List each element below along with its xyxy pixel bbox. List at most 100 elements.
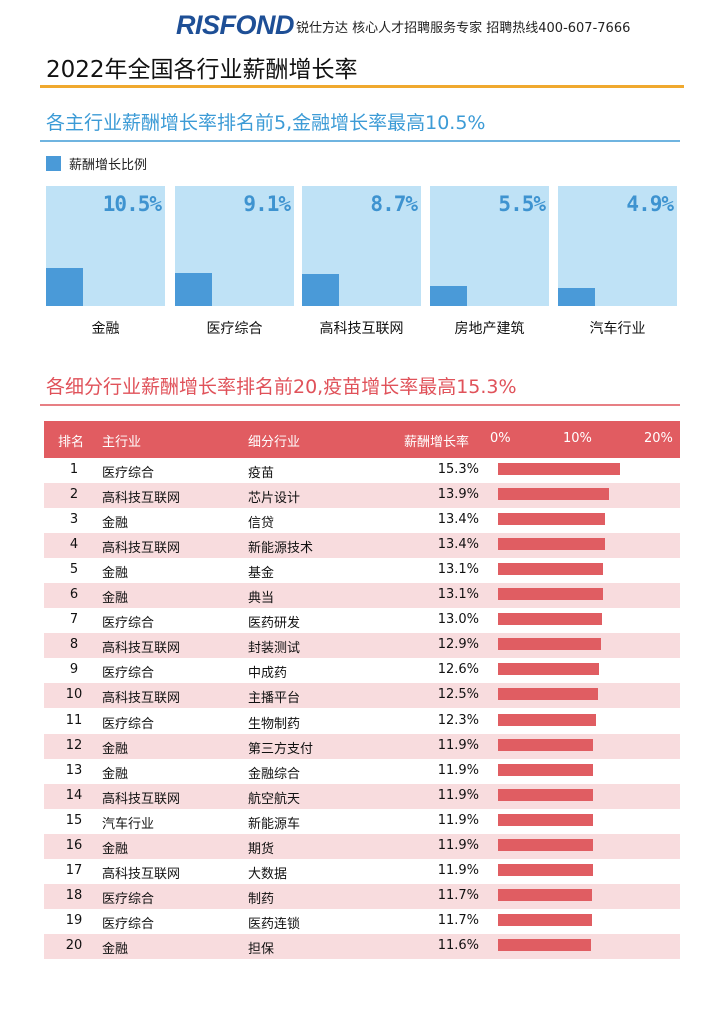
growth-rate-cell: 11.9% <box>437 738 479 753</box>
rank-cell: 16 <box>65 838 83 853</box>
table-row: 1 医疗综合 疫苗 15.3% <box>44 458 680 483</box>
rank-cell: 4 <box>69 537 79 552</box>
rank-cell: 5 <box>69 562 79 577</box>
sub-industry-cell: 新能源技术 <box>248 541 314 556</box>
table-row: 12 金融 第三方支付 11.9% <box>44 734 680 759</box>
growth-rate-cell: 12.6% <box>437 662 479 677</box>
panel-bar-5 <box>558 288 595 306</box>
growth-rate-cell: 12.3% <box>437 713 479 728</box>
table-row: 14 高科技互联网 航空航天 11.9% <box>44 784 680 809</box>
sub-industry-cell: 第三方支付 <box>248 742 314 757</box>
sub-industry-cell: 典当 <box>248 591 275 606</box>
main-industry-cell: 医疗综合 <box>102 666 155 681</box>
growth-rate-cell: 11.6% <box>437 938 479 953</box>
growth-rate-bar <box>498 839 593 851</box>
axis-tick-20: 20% <box>644 431 673 446</box>
growth-rate-bar <box>498 739 593 751</box>
main-industry-cell: 高科技互联网 <box>102 792 181 807</box>
axis-tick-0: 0% <box>490 431 511 446</box>
header-main-industry: 主行业 <box>102 435 142 450</box>
table-header: 排名 主行业 细分行业 薪酬增长率 0% 10% 20% <box>44 421 680 458</box>
table-row: 10 高科技互联网 主播平台 12.5% <box>44 683 680 708</box>
table-row: 4 高科技互联网 新能源技术 13.4% <box>44 533 680 558</box>
sub-industry-cell: 疫苗 <box>248 466 275 481</box>
section1-divider <box>40 140 680 142</box>
panel-value-label-3: 8.7% <box>370 192 418 216</box>
growth-rate-cell: 11.9% <box>437 763 479 778</box>
sub-industry-cell: 航空航天 <box>248 792 301 807</box>
title-divider <box>40 85 684 88</box>
sub-industry-cell: 生物制药 <box>248 717 301 732</box>
rank-cell: 12 <box>65 738 83 753</box>
panel-bar-1 <box>46 268 83 306</box>
growth-rate-cell: 11.7% <box>437 888 479 903</box>
growth-rate-cell: 11.9% <box>437 863 479 878</box>
panel-2: 9.1% <box>175 186 294 306</box>
main-industry-cell: 金融 <box>102 942 129 957</box>
sub-industry-cell: 医药连锁 <box>248 917 301 932</box>
main-industry-cell: 医疗综合 <box>102 616 155 631</box>
rank-cell: 15 <box>65 813 83 828</box>
rank-cell: 19 <box>65 913 83 928</box>
growth-rate-bar <box>498 513 605 525</box>
growth-rate-bar <box>498 814 593 826</box>
table-row: 16 金融 期货 11.9% <box>44 834 680 859</box>
table-row: 5 金融 基金 13.1% <box>44 558 680 583</box>
growth-rate-cell: 13.9% <box>437 487 479 502</box>
growth-rate-cell: 13.4% <box>437 537 479 552</box>
category-label-4: 房地产建筑 <box>454 321 525 337</box>
table-row: 15 汽车行业 新能源车 11.9% <box>44 809 680 834</box>
sub-industry-cell: 制药 <box>248 892 275 907</box>
main-industry-cell: 医疗综合 <box>102 717 155 732</box>
main-industry-cell: 高科技互联网 <box>102 867 181 882</box>
main-industry-cell: 医疗综合 <box>102 892 155 907</box>
sub-industry-cell: 信贷 <box>248 516 275 531</box>
table-row: 18 医疗综合 制药 11.7% <box>44 884 680 909</box>
rank-cell: 10 <box>65 687 83 702</box>
panel-value-label-4: 5.5% <box>498 192 546 216</box>
main-industry-cell: 医疗综合 <box>102 917 155 932</box>
main-industry-cell: 金融 <box>102 566 129 581</box>
category-label-1: 金融 <box>91 321 120 337</box>
main-industry-cell: 金融 <box>102 742 129 757</box>
growth-rate-bar <box>498 613 602 625</box>
rank-cell: 18 <box>65 888 83 903</box>
sub-industry-cell: 医药研发 <box>248 616 301 631</box>
rank-cell: 7 <box>69 612 79 627</box>
growth-rate-cell: 13.0% <box>437 612 479 627</box>
panel-bar-3 <box>302 274 339 306</box>
table-row: 9 医疗综合 中成药 12.6% <box>44 658 680 683</box>
category-label-5: 汽车行业 <box>589 321 646 337</box>
sub-industry-cell: 担保 <box>248 942 275 957</box>
legend-label: 薪酬增长比例 <box>69 158 148 173</box>
rank-cell: 17 <box>65 863 83 878</box>
rank-cell: 8 <box>69 637 79 652</box>
section2-title: 各细分行业薪酬增长率排名前20,疫苗增长率最高15.3% <box>46 376 517 398</box>
panel-value-label-2: 9.1% <box>243 192 291 216</box>
panel-value-label-1: 10.5% <box>102 192 162 216</box>
table-row: 8 高科技互联网 封装测试 12.9% <box>44 633 680 658</box>
panel-5: 4.9% <box>558 186 677 306</box>
section1-title: 各主行业薪酬增长率排名前5,金融增长率最高10.5% <box>46 112 486 134</box>
sub-industry-cell: 期货 <box>248 842 275 857</box>
sub-industry-cell: 主播平台 <box>248 691 301 706</box>
rank-cell: 11 <box>65 713 83 728</box>
main-industry-cell: 汽车行业 <box>102 817 155 832</box>
growth-rate-cell: 13.1% <box>437 562 479 577</box>
main-industry-cell: 金融 <box>102 516 129 531</box>
main-industry-cell: 金融 <box>102 767 129 782</box>
sub-industry-cell: 基金 <box>248 566 275 581</box>
growth-rate-bar <box>498 889 592 901</box>
panel-4: 5.5% <box>430 186 549 306</box>
growth-rate-bar <box>498 714 596 726</box>
rank-cell: 9 <box>69 662 79 677</box>
growth-rate-bar <box>498 939 591 951</box>
growth-rate-cell: 11.9% <box>437 788 479 803</box>
rank-cell: 3 <box>69 512 79 527</box>
table-row: 19 医疗综合 医药连锁 11.7% <box>44 909 680 934</box>
panel-value-label-5: 4.9% <box>626 192 674 216</box>
growth-rate-bar <box>498 914 592 926</box>
rank-cell: 2 <box>69 487 79 502</box>
sub-industry-cell: 金融综合 <box>248 767 301 782</box>
main-industry-cell: 高科技互联网 <box>102 641 181 656</box>
